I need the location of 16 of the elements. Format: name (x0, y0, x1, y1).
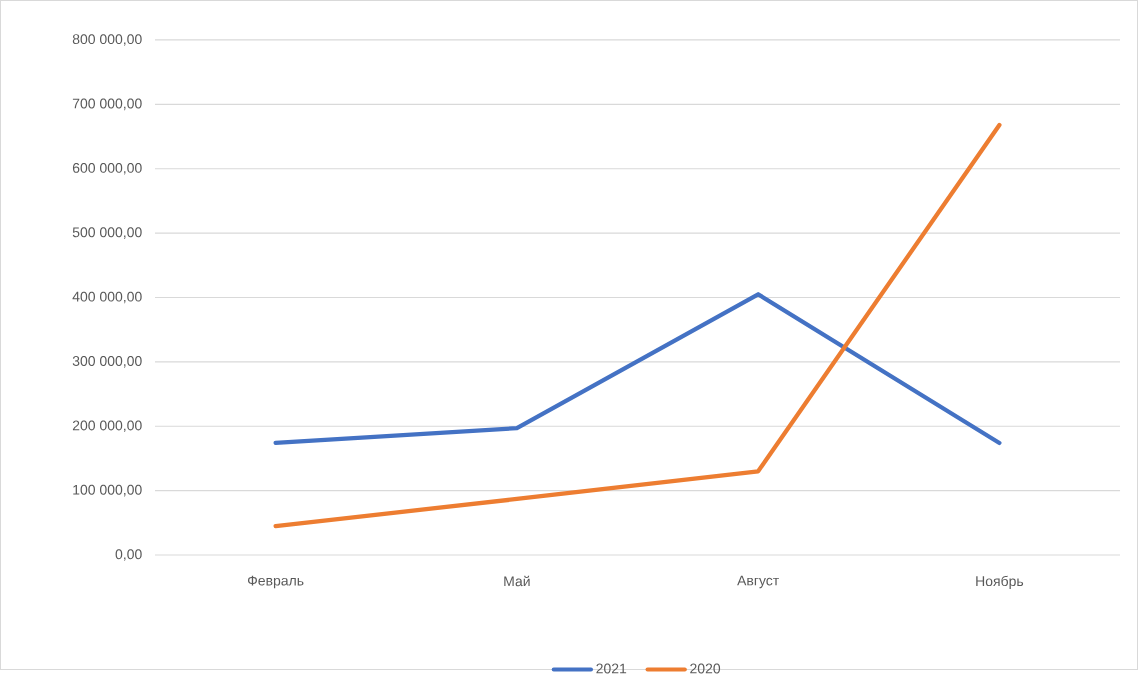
y-tick-label: 200 000,00 (72, 420, 142, 433)
legend-label: 2021 (596, 663, 627, 674)
y-tick-label: 600 000,00 (72, 163, 142, 175)
y-tick-label: 100 000,00 (73, 484, 142, 497)
y-tick-label: 500 000,00 (72, 227, 142, 240)
x-tick-label: Август (737, 575, 779, 589)
x-tick-label: Ноябрь (976, 575, 1024, 590)
x-tick-label: Февраль (247, 575, 304, 589)
legend-label: 2020 (690, 663, 721, 674)
y-tick-label: 700 000,00 (72, 98, 142, 111)
x-tick-label: Май (504, 575, 530, 587)
y-tick-label: 800 000,00 (72, 34, 142, 46)
line-series (273, 122, 1002, 529)
y-tick-label: 400 000,00 (72, 291, 142, 304)
y-tick-label: 300 000,00 (72, 356, 142, 368)
y-tick-label: 0,00 (115, 549, 142, 561)
